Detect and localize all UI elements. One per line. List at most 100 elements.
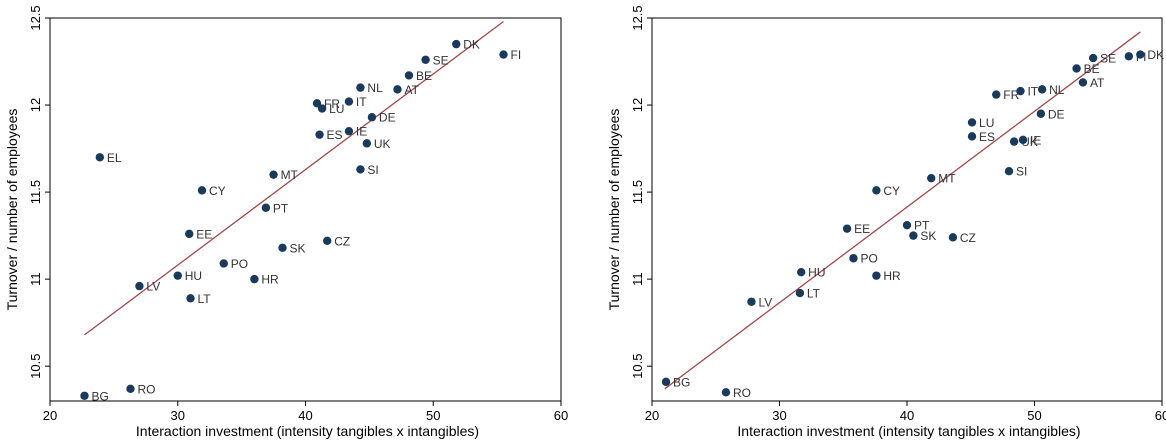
point-label-lu: LU (979, 116, 994, 130)
data-point-se (421, 55, 430, 64)
data-point-se (1088, 53, 1098, 63)
y-tick-label: 11 (28, 272, 43, 286)
data-point-dk (1136, 50, 1145, 59)
data-point-si (356, 165, 365, 174)
point-label-lv: LV (758, 295, 772, 309)
point-label-cy: CY (883, 184, 900, 198)
x-tick-label: 60 (554, 408, 568, 423)
data-point-fr (992, 90, 1001, 99)
data-point-fi (499, 50, 508, 59)
point-label-ee: EE (854, 222, 870, 236)
y-axis-label: Turnover / number of employees (606, 109, 622, 311)
data-point-it (1016, 86, 1025, 96)
fit-line (664, 31, 1141, 390)
data-point-lt (795, 288, 805, 298)
point-label-de: DE (1048, 107, 1065, 121)
data-point-de (1036, 109, 1046, 118)
point-label-sk: SK (920, 229, 936, 243)
point-label-po: PO (231, 257, 248, 271)
x-tick-label: 20 (43, 408, 57, 423)
point-label-lt: LT (807, 287, 821, 301)
point-label-es: ES (979, 130, 995, 144)
point-label-cz: CZ (334, 234, 350, 248)
data-point-ro (126, 384, 135, 394)
data-point-hr (872, 271, 881, 280)
data-point-cz (323, 236, 332, 246)
x-tick-label: 30 (772, 408, 786, 423)
data-point-es (967, 132, 977, 141)
data-point-lv (747, 297, 756, 306)
point-label-pt: PT (914, 219, 930, 233)
data-point-hr (250, 274, 259, 284)
y-tick-label: 11.5 (28, 180, 43, 204)
data-point-nl (356, 83, 365, 92)
point-label-bg: BG (673, 375, 690, 389)
data-point-hu (796, 267, 806, 277)
point-label-ie: IE (1030, 133, 1041, 147)
point-label-it: IT (356, 95, 367, 109)
data-point-lu (317, 104, 327, 113)
data-point-at (1078, 78, 1088, 87)
point-label-fr: FR (1003, 88, 1019, 102)
data-point-po (219, 259, 228, 268)
point-label-si: SI (367, 163, 378, 177)
point-label-mt: MT (281, 168, 299, 182)
x-tick-label: 50 (1027, 408, 1041, 423)
data-point-el (95, 153, 105, 162)
point-label-ro: RO (733, 386, 751, 400)
data-point-es (315, 130, 324, 139)
x-axis-label: Interaction investment (intensity tangib… (737, 423, 1080, 439)
data-point-cy (197, 186, 207, 195)
data-point-ro (721, 388, 731, 397)
chart-panel-2: 20 30 40 50 60 10.5 11 11.5 12 12.5 Interaction in… (606, 5, 1166, 439)
point-label-fi: FI (511, 48, 522, 62)
point-label-be: BE (416, 69, 432, 83)
data-point-bg (661, 377, 671, 387)
data-point-bg (80, 391, 89, 400)
data-point-lv (135, 281, 144, 291)
point-label-dk: DK (463, 38, 480, 52)
data-point-cy (872, 186, 881, 195)
data-point-nl (1037, 85, 1047, 94)
x-axis-label: Interaction investment (intensity tangib… (136, 423, 479, 439)
y-tick-label: 12 (28, 98, 43, 112)
x-tick-label: 40 (900, 408, 914, 423)
y-tick-label: 12 (630, 98, 645, 112)
data-point-hu (173, 271, 182, 280)
point-label-es: ES (327, 128, 343, 142)
point-label-uk: UK (374, 137, 391, 151)
point-label-de: DE (379, 111, 396, 125)
point-label-se: SE (433, 53, 449, 67)
data-point-uk (1009, 137, 1019, 146)
data-point-it (344, 97, 354, 106)
point-label-si: SI (1016, 165, 1027, 179)
data-point-cz (948, 233, 958, 242)
data-point-at (393, 85, 402, 94)
point-label-hr: HR (261, 273, 279, 287)
point-label-ro: RO (137, 382, 155, 396)
point-label-ee: EE (196, 227, 212, 241)
point-label-nl: NL (367, 81, 383, 95)
x-tick-label: 50 (426, 408, 440, 423)
data-point-be (404, 71, 414, 80)
y-axis-label: Turnover / number of employees (4, 109, 20, 311)
point-label-at: AT (1090, 76, 1105, 90)
point-label-cy: CY (209, 184, 226, 198)
point-label-it: IT (1027, 85, 1038, 99)
point-label-ie: IE (356, 125, 367, 139)
point-label-mt: MT (938, 172, 956, 186)
y-tick-label: 11.5 (630, 180, 645, 204)
data-point-ee (185, 229, 194, 239)
point-label-nl: NL (1049, 83, 1065, 97)
x-tick-label: 40 (298, 408, 312, 423)
data-point-pt (902, 220, 912, 230)
point-label-hu: HU (808, 266, 825, 280)
data-point-si (1004, 167, 1014, 176)
data-point-ie (344, 126, 354, 136)
x-tick-label: 30 (171, 408, 185, 423)
x-tick-label: 20 (645, 408, 659, 423)
chart-panel-1: 20 30 40 50 60 10.5 11 11.5 12 12.5 Interaction in… (4, 5, 568, 439)
y-tick-label: 12.5 (630, 5, 645, 30)
